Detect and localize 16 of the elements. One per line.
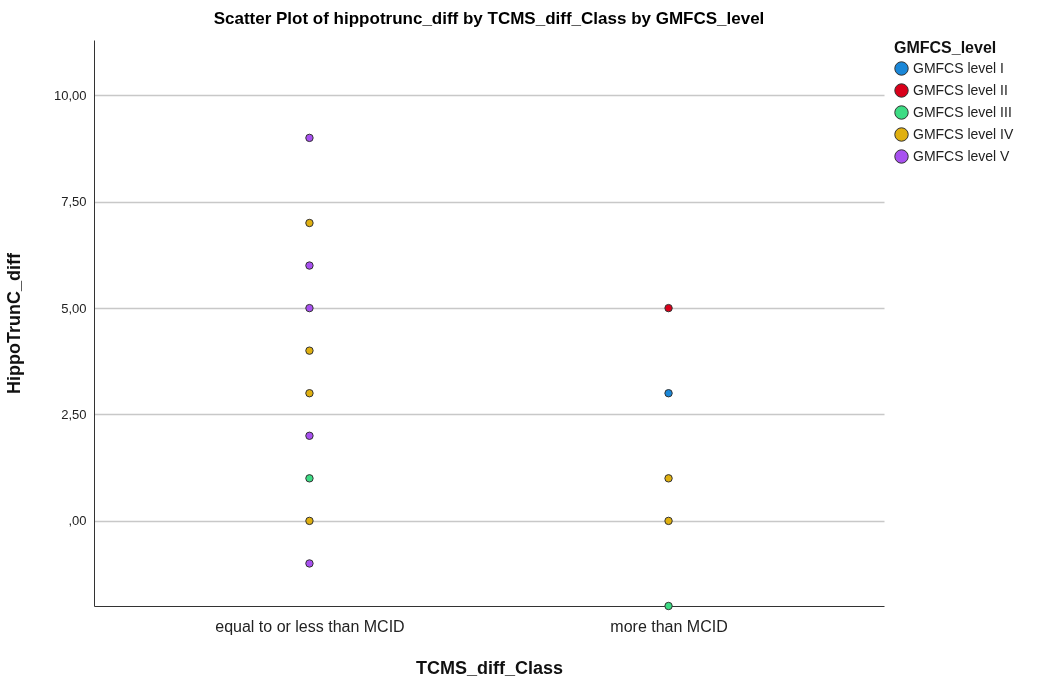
legend-label: GMFCS level I [913,59,1005,76]
legend-label: GMFCS level IV [913,125,1015,142]
legend-label: GMFCS level II [913,81,1008,98]
y-tick-label: 5,00 [61,300,87,316]
y-tick-label: 10,00 [53,87,87,103]
legend-label: GMFCS level III [913,103,1012,120]
y-axis-title: HippoTrunC_diff [3,252,24,394]
chart-title: Scatter Plot of hippotrunc_diff by TCMS_diff_Class by GMFCS_level [213,9,765,28]
x-axis-title: TCMS_diff_Class [415,657,564,678]
legend-label: GMFCS level V [913,147,1011,164]
legend-title: GMFCS_level [894,39,997,56]
x-tick-label: more than MCID [610,617,728,635]
y-tick-label: 7,50 [61,194,87,210]
y-tick-label: ,00 [68,513,87,529]
y-tick-label: 2,50 [61,407,87,422]
x-tick-label: equal to or less than MCID [215,617,405,635]
